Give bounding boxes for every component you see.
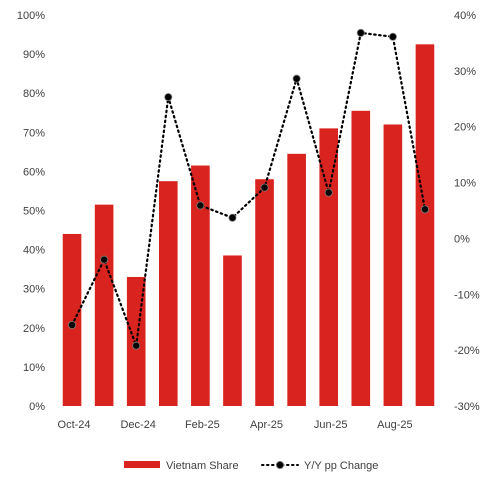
line-point	[388, 32, 397, 41]
x-axis: Oct-24 Dec-24 Feb-25 Apr-25 Jun-25 Aug-25	[58, 419, 413, 431]
x-tick-label: Dec-24	[120, 419, 155, 431]
line-point	[100, 255, 109, 264]
legend-label-yoy-change: Y/Y pp Change	[304, 460, 378, 472]
bar	[351, 110, 371, 407]
left-tick-label: 0%	[29, 401, 45, 413]
left-tick-label: 20%	[23, 323, 45, 335]
right-y-axis: -30% -20% -10% 0% 10% 20% 30% 40%	[454, 10, 480, 413]
line-point	[260, 183, 269, 192]
left-tick-label: 30%	[23, 284, 45, 296]
line-point	[292, 74, 301, 83]
right-tick-label: 20%	[454, 122, 476, 134]
bar	[287, 153, 306, 406]
left-tick-label: 100%	[17, 10, 45, 22]
bar	[158, 181, 178, 406]
right-tick-label: 10%	[454, 178, 476, 190]
left-tick-label: 70%	[23, 127, 45, 139]
legend-marker-yoy-change	[275, 460, 284, 469]
bar	[94, 204, 114, 406]
vietnam-share-bars	[62, 44, 435, 407]
left-y-axis: 0% 10% 20% 30% 40% 50% 60% 70% 80% 90% 100%	[17, 10, 45, 413]
x-tick-label: Apr-25	[250, 419, 283, 431]
yoy-change-polyline	[70, 31, 427, 347]
yoy-change-line	[68, 28, 429, 350]
right-tick-label: 0%	[454, 233, 470, 245]
right-tick-label: -10%	[454, 289, 480, 301]
line-point	[68, 321, 77, 330]
line-point	[324, 188, 333, 197]
line-point	[228, 213, 237, 222]
legend-swatch-vietnam-share	[124, 461, 160, 468]
x-tick-label: Oct-24	[58, 419, 91, 431]
x-tick-label: Jun-25	[314, 419, 348, 431]
right-tick-label: -20%	[454, 345, 480, 357]
right-tick-label: 40%	[454, 10, 476, 22]
left-tick-label: 10%	[23, 362, 45, 374]
right-tick-label: 30%	[454, 66, 476, 78]
left-tick-label: 50%	[23, 206, 45, 218]
x-tick-label: Feb-25	[185, 419, 220, 431]
line-point	[196, 201, 205, 210]
bar	[191, 165, 210, 406]
bar	[383, 124, 403, 406]
line-point	[132, 341, 141, 350]
x-tick-label: Aug-25	[377, 419, 412, 431]
bar	[62, 233, 82, 406]
left-tick-label: 90%	[23, 49, 45, 61]
legend-label-vietnam-share: Vietnam Share	[166, 460, 239, 472]
bar	[415, 44, 435, 406]
left-tick-label: 40%	[23, 245, 45, 257]
line-point	[420, 205, 429, 214]
bar	[319, 128, 339, 406]
bar	[223, 255, 242, 406]
left-tick-label: 60%	[23, 166, 45, 178]
left-tick-label: 80%	[23, 88, 45, 100]
line-point	[164, 93, 173, 102]
line-point	[356, 28, 365, 37]
legend: Vietnam Share Y/Y pp Change	[124, 460, 378, 472]
bar	[255, 179, 274, 406]
right-tick-label: -30%	[454, 401, 480, 413]
